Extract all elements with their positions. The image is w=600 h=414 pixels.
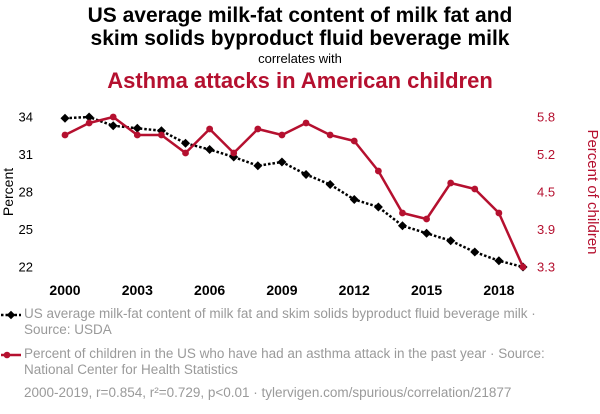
x-tick-label: 2015	[411, 282, 442, 298]
data-point-asthma	[326, 131, 334, 139]
data-point-milk-fat	[446, 236, 456, 246]
data-point-milk-fat	[277, 157, 287, 167]
data-point-asthma	[206, 125, 214, 133]
data-point-asthma	[302, 119, 310, 127]
y-tick-right: 5.2	[537, 147, 555, 162]
data-point-milk-fat	[108, 121, 118, 131]
data-point-asthma	[423, 215, 430, 223]
x-tick-label: 2012	[339, 282, 370, 298]
data-point-milk-fat	[349, 194, 359, 205]
y-axis-title-left: Percent	[0, 168, 16, 216]
data-point-asthma	[278, 131, 286, 139]
data-point-asthma	[495, 209, 503, 217]
y-tick-left: 28	[19, 185, 33, 200]
chart-title-line-2: skim solids byproduct fluid beverage mil…	[90, 27, 510, 50]
series-layer	[60, 112, 528, 272]
y-tick-right: 3.3	[537, 260, 555, 275]
data-point-asthma	[230, 149, 238, 157]
legend-label-asthma: Percent of children in the US who have h…	[24, 346, 545, 377]
data-point-asthma	[133, 131, 141, 139]
data-point-milk-fat	[84, 112, 94, 122]
legend-marker-milk-fat	[1, 310, 21, 320]
x-tick-label: 2006	[194, 282, 225, 298]
y-tick-left: 25	[19, 222, 33, 237]
data-point-asthma	[447, 179, 455, 187]
data-point-asthma	[519, 263, 527, 271]
data-point-milk-fat	[253, 161, 263, 171]
data-point-asthma	[109, 113, 117, 121]
chart-title-second-series: Asthma attacks in American children	[107, 68, 493, 93]
data-point-milk-fat	[181, 138, 191, 148]
data-point-milk-fat	[494, 256, 504, 266]
data-point-milk-fat	[470, 247, 480, 257]
chart-subtitle: correlates with	[258, 51, 342, 66]
legend-marker-asthma	[1, 351, 21, 359]
x-tick-label: 2018	[483, 282, 514, 298]
series-line-milk-fat	[64, 115, 524, 269]
data-point-milk-fat	[301, 169, 311, 180]
data-point-milk-fat	[422, 228, 432, 238]
data-point-milk-fat	[325, 179, 335, 190]
y-axis-title-right: Percent of children	[584, 129, 600, 254]
y-tick-right: 5.8	[537, 110, 555, 125]
y-tick-right: 3.9	[537, 222, 555, 237]
x-tick-label: 2003	[122, 282, 153, 298]
chart-footer: 2000-2019, r=0.854, r²=0.729, p<0.01 · t…	[24, 385, 512, 400]
y-tick-left: 22	[19, 260, 33, 275]
data-point-asthma	[471, 185, 479, 193]
data-point-milk-fat	[205, 144, 215, 155]
chart-title-line-1: US average milk-fat content of milk fat …	[87, 4, 513, 27]
line-chart: 34 31 28 25 22 5.8 5.2 4.5 3.9 3.3 2000 2003 2006 200…	[0, 110, 600, 299]
data-point-asthma	[399, 209, 406, 217]
data-point-asthma	[182, 149, 189, 157]
data-point-milk-fat	[60, 113, 70, 123]
x-tick-label: 2009	[266, 282, 297, 298]
data-point-asthma	[158, 131, 165, 139]
series-line-asthma	[64, 115, 525, 268]
data-point-asthma	[350, 137, 358, 145]
data-point-milk-fat	[397, 221, 407, 231]
y-tick-left: 34	[19, 110, 33, 125]
data-point-asthma	[254, 125, 262, 133]
data-point-asthma	[374, 167, 382, 175]
data-point-asthma	[61, 131, 69, 139]
x-tick-label: 2000	[49, 282, 80, 298]
axis-layer: 34 31 28 25 22 5.8 5.2 4.5 3.9 3.3 2000 2003 2006 200…	[0, 110, 600, 299]
data-point-asthma	[85, 119, 93, 127]
legend-label-milk-fat: US average milk-fat content of milk fat …	[24, 306, 536, 337]
y-tick-left: 31	[19, 147, 33, 162]
data-point-milk-fat	[373, 202, 383, 212]
y-tick-right: 4.5	[537, 185, 555, 200]
